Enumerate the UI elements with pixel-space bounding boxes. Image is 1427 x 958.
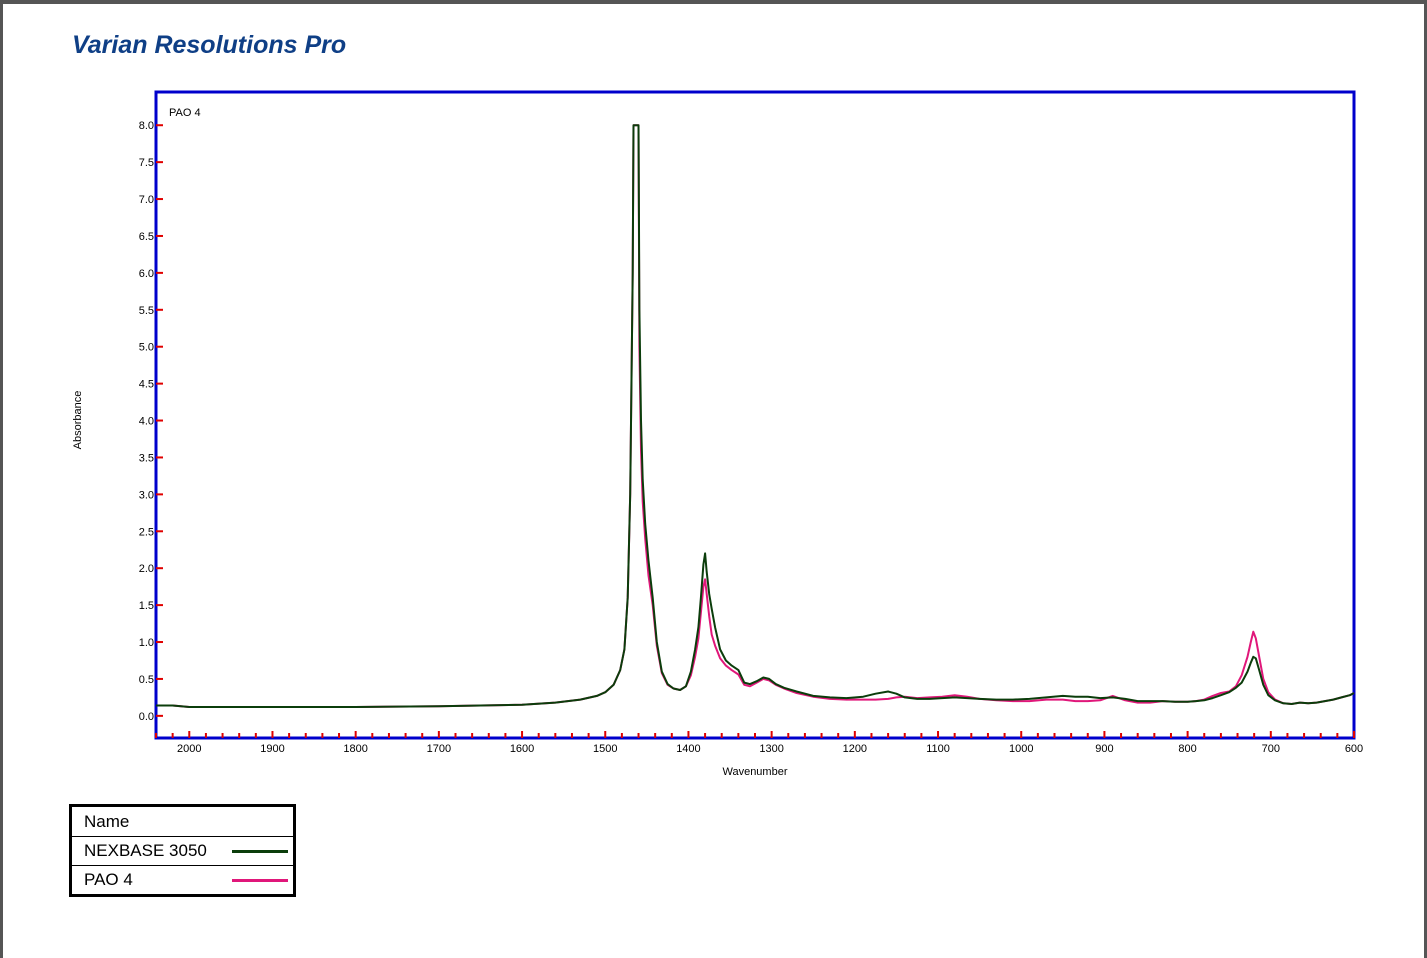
y-tick-label: 0.5 xyxy=(139,674,154,686)
x-tick-label: 700 xyxy=(1262,743,1280,755)
x-tick-label: 2000 xyxy=(177,743,201,755)
legend-entry-nexbase-3050[interactable]: NEXBASE 3050 xyxy=(72,836,293,865)
y-tick-label: 5.0 xyxy=(139,342,154,354)
x-tick-label: 1400 xyxy=(676,743,700,755)
x-tick-label: 600 xyxy=(1345,743,1363,755)
legend-entry-label: PAO 4 xyxy=(84,870,133,889)
x-tick-label: 900 xyxy=(1095,743,1113,755)
y-tick-label: 2.5 xyxy=(139,526,154,538)
series-layer xyxy=(156,124,1355,708)
y-tick-label: 3.0 xyxy=(139,489,154,501)
legend-line-swatch xyxy=(232,879,288,882)
y-tick-label: 4.5 xyxy=(139,379,154,391)
y-tick-label: 1.5 xyxy=(139,600,154,612)
plot-frame xyxy=(154,90,1356,740)
x-tick-label: 1700 xyxy=(427,743,451,755)
x-tick-label: 1500 xyxy=(593,743,617,755)
x-tick-label: 1900 xyxy=(260,743,284,755)
y-tick-label: 6.5 xyxy=(139,231,154,243)
legend-entry-pao-4[interactable]: PAO 4 xyxy=(72,865,293,894)
y-tick-label: 1.0 xyxy=(139,637,154,649)
legend-entry-label: NEXBASE 3050 xyxy=(84,841,207,860)
y-tick-label: 3.5 xyxy=(139,452,154,464)
y-tick-label: 6.0 xyxy=(139,268,154,280)
legend: Name NEXBASE 3050 PAO 4 xyxy=(69,804,296,897)
x-tick-label: 1000 xyxy=(1009,743,1033,755)
y-tick-label: 2.0 xyxy=(139,563,154,575)
spectrum-chart: 0.0 0.5 1.0 1.5 2.0 2.5 3.0 3.5 4.0 4.5 5.0 5.5 6.0 6… xyxy=(72,90,1363,778)
x-tick-label: 1800 xyxy=(343,743,367,755)
tick-layer: 0.0 0.5 1.0 1.5 2.0 2.5 3.0 3.5 4.0 4.5 5.0 5.5 6.0 6… xyxy=(139,120,1363,755)
y-tick-label: 7.0 xyxy=(139,194,154,206)
x-tick-label: 1200 xyxy=(843,743,867,755)
y-tick-label: 7.5 xyxy=(139,157,154,169)
y-tick-label: 5.5 xyxy=(139,305,154,317)
x-tick-label: 1600 xyxy=(510,743,534,755)
y-axis-title: Absorbance xyxy=(72,391,84,450)
legend-header: Name xyxy=(72,807,293,836)
legend-header-label: Name xyxy=(84,811,130,831)
series-line-nexbase-3050 xyxy=(156,124,1355,708)
x-axis-title: Wavenumber xyxy=(722,766,787,778)
report-page: Varian Resolutions Pro 0.0 0.5 1.0 1.5 2.0 2.… xyxy=(3,4,1424,958)
x-tick-label: 1100 xyxy=(926,743,950,755)
y-tick-label: 8.0 xyxy=(139,120,154,132)
app-title: Varian Resolutions Pro xyxy=(72,31,347,59)
chart-title: PAO 4 xyxy=(169,107,201,119)
y-tick-label: 4.0 xyxy=(139,416,154,428)
x-tick-label: 800 xyxy=(1178,743,1196,755)
x-tick-label: 1300 xyxy=(759,743,783,755)
y-tick-label: 0.0 xyxy=(139,711,154,723)
legend-line-swatch xyxy=(232,850,288,853)
